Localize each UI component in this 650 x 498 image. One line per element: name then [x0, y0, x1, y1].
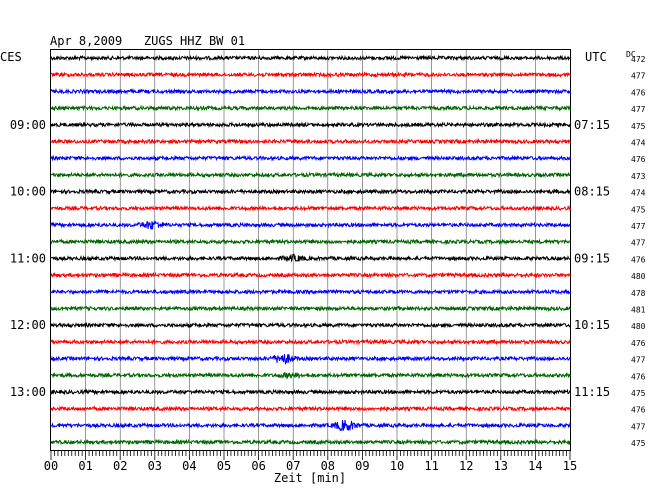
trace-3 — [50, 87, 571, 96]
dc-value-7: 476 — [631, 155, 646, 164]
x-tick-label: 06 — [251, 459, 265, 473]
trace-16 — [50, 304, 571, 313]
minute-grid — [85, 50, 536, 450]
trace-23 — [50, 419, 571, 432]
dc-value-24: 475 — [631, 439, 646, 448]
dc-value-21: 475 — [631, 389, 646, 398]
x-tick-label: 01 — [78, 459, 92, 473]
x-tick-label: 12 — [459, 459, 473, 473]
trace-6 — [50, 137, 571, 146]
local-time-label: 12:00 — [10, 318, 46, 332]
x-tick-label: 15 — [563, 459, 577, 473]
dc-value-11: 477 — [631, 222, 646, 231]
trace-8 — [50, 171, 571, 179]
trace-22 — [50, 405, 571, 413]
dc-value-18: 476 — [631, 339, 646, 348]
trace-20 — [50, 371, 571, 380]
dc-value-23: 477 — [631, 422, 646, 431]
x-tick-label: 03 — [148, 459, 162, 473]
trace-5 — [50, 121, 571, 129]
dc-value-9: 474 — [631, 189, 646, 198]
dc-value-15: 478 — [631, 289, 646, 298]
plot-frame — [50, 49, 571, 451]
x-tick-label: 10 — [390, 459, 404, 473]
dc-value-2: 477 — [631, 72, 646, 81]
x-tick-label: 05 — [217, 459, 231, 473]
dc-value-3: 476 — [631, 88, 646, 97]
x-tick-label: 13 — [494, 459, 508, 473]
dc-value-5: 475 — [631, 122, 646, 131]
chart-title: Apr 8,2009 ZUGS HHZ BW 01 — [50, 34, 245, 48]
dc-header: DC — [626, 50, 636, 59]
local-time-label: 11:00 — [10, 251, 46, 265]
trace-4 — [50, 104, 571, 112]
dc-value-13: 476 — [631, 255, 646, 264]
trace-15 — [50, 288, 571, 296]
trace-12 — [50, 238, 571, 246]
trace-11 — [50, 220, 571, 230]
trace-18 — [50, 338, 571, 346]
utc-time-label: 10:15 — [574, 318, 610, 332]
utc-time-label: 11:15 — [574, 385, 610, 399]
local-time-label: 10:00 — [10, 185, 46, 199]
trace-2 — [50, 71, 571, 79]
dc-value-4: 477 — [631, 105, 646, 114]
local-time-labels: 09:00 10:00 11:00 12:00 13:00 — [10, 118, 46, 399]
x-tick-label: 14 — [528, 459, 542, 473]
local-time-label: 09:00 — [10, 118, 46, 132]
dc-values: 472 477 476 477 475 474 476 473 474 475 477 477 476 4… — [631, 55, 646, 448]
x-tick-label: 04 — [182, 459, 196, 473]
trace-24 — [50, 438, 571, 446]
utc-header: UTC — [585, 50, 607, 64]
dc-value-8: 473 — [631, 172, 646, 181]
trace-21 — [50, 388, 571, 396]
dc-value-19: 477 — [631, 356, 646, 365]
x-axis: 00 01 02 03 04 05 06 07 08 09 10 11 12 13 14 15 — [44, 451, 577, 473]
dc-value-14: 480 — [631, 272, 646, 281]
dc-value-17: 480 — [631, 322, 646, 331]
dc-value-10: 475 — [631, 205, 646, 214]
utc-time-label: 08:15 — [574, 185, 610, 199]
trace-10 — [50, 204, 571, 212]
dc-value-1: 472 — [631, 55, 646, 64]
x-tick-label: 00 — [44, 459, 58, 473]
local-time-label: 13:00 — [10, 385, 46, 399]
trace-17 — [50, 321, 571, 329]
x-tick-label: 11 — [424, 459, 438, 473]
x-tick-label: 09 — [355, 459, 369, 473]
seismic-traces — [50, 54, 571, 446]
utc-time-label: 09:15 — [574, 251, 610, 265]
dc-value-20: 476 — [631, 372, 646, 381]
x-tick-label: 02 — [113, 459, 127, 473]
trace-13 — [50, 253, 571, 263]
utc-time-label: 07:15 — [574, 118, 610, 132]
dc-value-12: 477 — [631, 239, 646, 248]
x-tick-label: 07 — [286, 459, 300, 473]
local-time-header: CES — [0, 50, 22, 64]
dc-value-16: 481 — [631, 306, 646, 315]
x-tick-label: 08 — [321, 459, 335, 473]
trace-14 — [50, 271, 571, 279]
trace-7 — [50, 154, 571, 162]
trace-9 — [50, 188, 571, 196]
x-axis-label: Zeit [min] — [274, 471, 346, 485]
dc-value-6: 474 — [631, 139, 646, 148]
utc-time-labels: 07:15 08:15 09:15 10:15 11:15 — [574, 118, 610, 399]
trace-19 — [50, 354, 571, 366]
trace-1 — [50, 54, 571, 62]
dc-value-22: 476 — [631, 406, 646, 415]
